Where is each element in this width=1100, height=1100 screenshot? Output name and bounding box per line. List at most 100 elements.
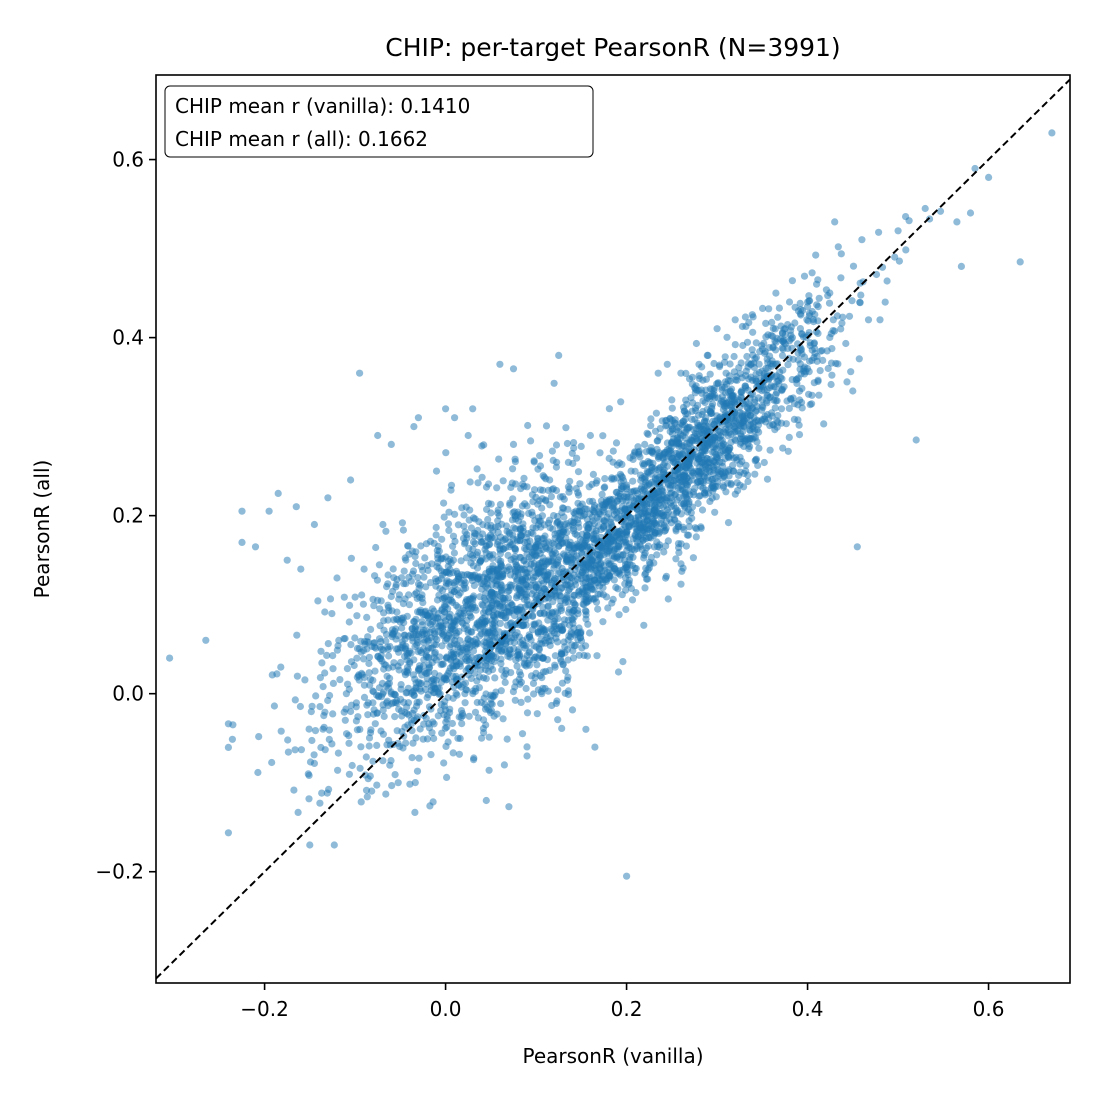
scatter-point	[166, 654, 174, 662]
scatter-point	[611, 565, 619, 573]
scatter-point	[803, 316, 811, 324]
scatter-point	[462, 639, 470, 648]
scatter-point	[696, 458, 704, 466]
scatter-point	[493, 710, 501, 718]
scatter-point	[640, 621, 648, 629]
scatter-point	[692, 533, 700, 541]
scatter-point	[434, 688, 442, 696]
scatter-point	[357, 743, 365, 751]
scatter-point	[716, 458, 724, 466]
scatter-point	[323, 651, 331, 660]
scatter-point	[623, 872, 631, 880]
scatter-point	[417, 542, 425, 550]
scatter-point	[348, 761, 356, 770]
scatter-point	[912, 436, 920, 444]
scatter-point	[548, 447, 557, 455]
scatter-point	[497, 687, 505, 695]
scatter-point	[522, 545, 530, 553]
scatter-point	[655, 529, 663, 538]
scatter-point	[698, 506, 707, 514]
scatter-point	[453, 570, 462, 578]
scatter-point	[827, 359, 836, 367]
scatter-point	[460, 576, 468, 585]
scatter-point	[542, 422, 551, 430]
scatter-point	[500, 761, 508, 769]
scatter-point	[410, 656, 418, 664]
scatter-point	[660, 466, 668, 474]
scatter-point	[539, 684, 547, 692]
scatter-point	[371, 667, 379, 675]
scatter-point	[805, 390, 813, 398]
scatter-point	[674, 470, 682, 478]
scatter-point	[624, 571, 632, 579]
scatter-point	[586, 629, 594, 637]
scatter-point	[883, 277, 891, 285]
scatter-point	[450, 549, 458, 557]
scatter-point	[827, 380, 835, 389]
scatter-point	[408, 754, 416, 762]
scatter-point	[626, 523, 634, 531]
scatter-point	[362, 753, 370, 761]
scatter-point	[325, 726, 333, 734]
scatter-point	[437, 618, 445, 626]
scatter-point	[534, 535, 542, 543]
scatter-point	[547, 632, 555, 640]
scatter-point	[1048, 129, 1056, 137]
scatter-point	[489, 625, 497, 633]
scatter-point	[621, 580, 629, 588]
scatter-point	[310, 520, 318, 529]
scatter-point	[308, 702, 316, 710]
scatter-point	[724, 479, 732, 487]
scatter-point	[777, 419, 786, 427]
scatter-point	[409, 709, 417, 717]
scatter-point	[772, 289, 780, 297]
scatter-point	[706, 497, 714, 505]
scatter-point	[755, 444, 763, 452]
scatter-point	[730, 408, 738, 416]
scatter-point	[514, 648, 522, 656]
scatter-point	[626, 553, 634, 561]
scatter-point	[716, 417, 724, 425]
scatter-point	[524, 695, 532, 703]
scatter-point	[573, 552, 581, 560]
scatter-point	[622, 530, 630, 539]
scatter-point	[544, 603, 552, 611]
scatter-point	[306, 758, 315, 766]
scatter-point	[415, 665, 423, 673]
scatter-point	[442, 449, 450, 457]
scatter-point	[615, 542, 623, 550]
scatter-point	[554, 512, 562, 521]
scatter-point	[672, 504, 680, 512]
scatter-point	[536, 462, 545, 470]
scatter-point	[459, 646, 467, 654]
scatter-point	[688, 373, 697, 381]
scatter-point	[583, 536, 591, 544]
scatter-point	[454, 734, 462, 742]
scatter-point	[507, 483, 515, 491]
scatter-point	[254, 768, 262, 777]
scatter-point	[406, 780, 414, 788]
scatter-point	[644, 512, 652, 520]
scatter-point	[704, 422, 712, 431]
scatter-point	[539, 486, 547, 494]
scatter-point	[419, 735, 427, 743]
scatter-point	[430, 640, 438, 648]
scatter-point	[354, 713, 362, 721]
scatter-point	[415, 754, 423, 762]
scatter-point	[546, 524, 554, 532]
scatter-point	[662, 572, 671, 580]
scatter-point	[486, 531, 495, 539]
scatter-point	[495, 643, 503, 651]
scatter-point	[359, 600, 367, 608]
scatter-point	[513, 662, 521, 670]
scatter-point	[735, 416, 743, 424]
scatter-point	[423, 561, 431, 570]
scatter-point	[476, 653, 484, 662]
scatter-point	[523, 634, 532, 643]
scatter-point	[506, 499, 514, 507]
scatter-point	[568, 615, 576, 623]
scatter-point	[517, 698, 525, 707]
scatter-point	[812, 251, 820, 259]
scatter-point	[318, 659, 326, 667]
scatter-point	[627, 467, 635, 475]
